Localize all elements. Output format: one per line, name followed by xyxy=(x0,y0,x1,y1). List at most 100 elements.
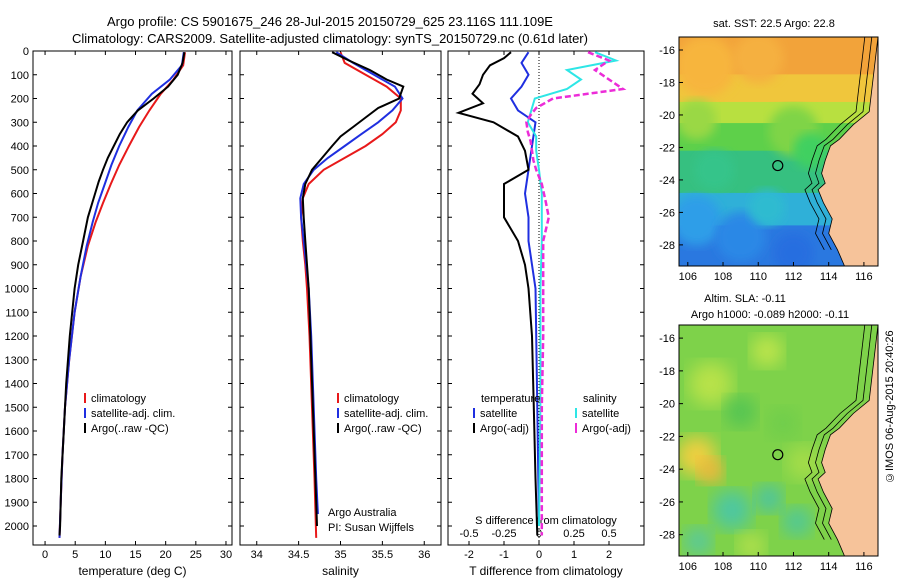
sst-patch xyxy=(679,195,722,246)
x-tick-label: 34.5 xyxy=(288,549,309,561)
s-tick-label: -0.5 xyxy=(460,528,479,540)
salinity-satellite-line xyxy=(299,51,404,515)
sla-map-title-line2: Argo h1000: -0.089 h2000: -0.11 xyxy=(691,309,849,321)
legend-argo-label: Argo(..raw -QC) xyxy=(344,423,422,435)
temperature-panel: 0100200300400500600700800900100011001200… xyxy=(5,46,233,578)
argo-float-marker xyxy=(772,159,784,172)
legend-s-satellite-label: satellite xyxy=(582,408,619,420)
lon-tick-label: 112 xyxy=(785,561,803,573)
sst-patch xyxy=(694,150,735,191)
x-tick-label: 1 xyxy=(571,549,577,561)
x-tick-label: 36 xyxy=(418,549,430,561)
sla-patch xyxy=(697,457,724,484)
sst-patch xyxy=(679,37,736,97)
x-tick-label: -1 xyxy=(499,549,509,561)
sst-patch xyxy=(715,211,766,262)
s-tick-label: -0.25 xyxy=(491,528,516,540)
isobath-line xyxy=(804,325,866,540)
figure-title-line1: Argo profile: CS 5901675_246 28-Jul-2015… xyxy=(107,14,553,29)
salinity-climatology-line xyxy=(300,51,402,538)
x-tick-label: 35 xyxy=(334,549,346,561)
lon-tick-label: 108 xyxy=(714,271,732,283)
isobath-line xyxy=(811,325,873,540)
temperature-axis-label: temperature (deg C) xyxy=(78,564,186,578)
sla-map-frame xyxy=(678,324,879,557)
x-tick-label: 5 xyxy=(72,549,78,561)
legend-argo-label: Argo(..raw -QC) xyxy=(91,423,169,435)
salinity-argo-line xyxy=(301,51,405,527)
sla-patch xyxy=(786,444,823,481)
legend-climatology-label: climatology xyxy=(91,393,147,405)
y-tick-label: 1000 xyxy=(5,284,29,296)
y-tick-label: 400 xyxy=(11,141,29,153)
t-difference-axis-label: T difference from climatology xyxy=(469,564,623,578)
lat-tick-label: -24 xyxy=(659,175,675,187)
figure-title-line2: Climatology: CARS2009. Satellite-adjuste… xyxy=(72,31,588,46)
lat-tick-label: -18 xyxy=(659,77,675,89)
y-tick-label: 2000 xyxy=(5,521,29,533)
lat-tick-label: -18 xyxy=(659,366,675,378)
sla-patch xyxy=(766,407,799,440)
s-difference-axis-label: S difference from climatology xyxy=(475,515,617,527)
sst-patch xyxy=(679,99,717,140)
temperature-argo-line xyxy=(58,52,186,536)
s-satellite-line xyxy=(526,51,620,527)
legend-s-argo-label: Argo(-adj) xyxy=(582,423,631,435)
s-tick-label: 0.5 xyxy=(601,528,616,540)
sla-patch xyxy=(751,335,784,368)
argo-float-marker xyxy=(772,449,784,461)
lat-tick-label: -20 xyxy=(659,399,675,411)
lat-tick-label: -22 xyxy=(659,142,675,154)
lat-tick-label: -26 xyxy=(659,497,675,509)
isobath-line xyxy=(804,37,866,250)
lon-tick-label: 110 xyxy=(749,561,767,573)
sst-map: 106 108 110 112 114 116 -16 -18 -20 -22 -24 -26 -28 xyxy=(659,36,879,283)
x-tick-label: 2 xyxy=(606,549,612,561)
salinity-panel: 34 34.5 35 35.5 36 salinity climatology satelli… xyxy=(239,50,442,578)
sla-patch xyxy=(688,361,733,406)
legend-t-argo-label: Argo(-adj) xyxy=(480,423,529,435)
x-tick-label: 34 xyxy=(251,549,263,561)
lon-tick-label: 116 xyxy=(855,561,873,573)
legend-satellite-label: satellite-adj. clim. xyxy=(344,408,428,420)
y-tick-label: 1400 xyxy=(5,379,29,391)
t-satellite-line xyxy=(509,51,540,527)
y-tick-label: 1200 xyxy=(5,331,29,343)
y-tick-label: 700 xyxy=(11,212,29,224)
sst-patch xyxy=(773,233,814,266)
y-tick-label: 600 xyxy=(11,189,29,201)
x-tick-label: 15 xyxy=(129,549,141,561)
sla-patch xyxy=(724,395,757,428)
x-tick-label: 35.5 xyxy=(372,549,393,561)
lon-tick-label: 114 xyxy=(820,561,838,573)
y-tick-label: 1800 xyxy=(5,474,29,486)
sst-patch xyxy=(749,189,786,226)
lat-tick-label: -28 xyxy=(659,240,675,252)
x-tick-label: 0 xyxy=(536,549,542,561)
temperature-satellite-line xyxy=(58,52,185,538)
lon-tick-label: 108 xyxy=(714,561,732,573)
temperature-panel-frame xyxy=(32,50,233,546)
pi-label: PI: Susan Wijffels xyxy=(328,522,414,534)
s-tick-label: 0.25 xyxy=(563,528,584,540)
legend-salinity-heading: salinity xyxy=(583,393,617,405)
y-tick-label: 900 xyxy=(11,260,29,272)
sla-map-title-line1: Altim. SLA: -0.11 xyxy=(704,293,786,305)
sst-patch xyxy=(733,37,784,84)
sla-map-field xyxy=(679,325,878,556)
lon-tick-label: 110 xyxy=(749,271,767,283)
sst-patch xyxy=(793,132,830,169)
argo-australia-label: Argo Australia xyxy=(328,507,397,519)
isobath-line xyxy=(811,37,873,250)
legend-temperature-heading: temperature xyxy=(481,393,540,405)
lon-tick-label: 106 xyxy=(679,561,697,573)
lat-tick-label: -16 xyxy=(659,333,675,345)
t-argo-line xyxy=(455,51,539,536)
lon-tick-label: 112 xyxy=(785,271,803,283)
y-tick-label: 1100 xyxy=(5,307,29,319)
y-tick-label: 0 xyxy=(23,46,29,58)
sst-map-frame xyxy=(678,36,879,267)
lon-tick-label: 114 xyxy=(820,271,838,283)
y-tick-label: 500 xyxy=(11,165,29,177)
